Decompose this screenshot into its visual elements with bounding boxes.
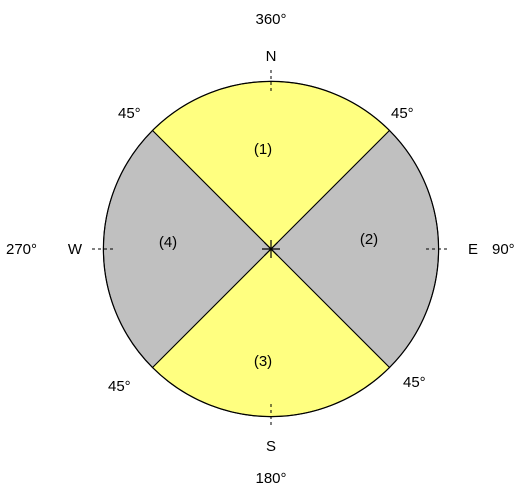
compass-letter-east: E <box>468 241 478 258</box>
center-asterisk-icon <box>262 240 280 258</box>
compass-letter-south: S <box>266 438 276 455</box>
sector-label-west: (4) <box>159 234 177 251</box>
degree-label-south: 180° <box>255 470 286 487</box>
degree-label-north-west: 45° <box>118 105 141 122</box>
sector-label-south: (3) <box>254 353 272 370</box>
sector-label-east: (2) <box>360 231 378 248</box>
compass-letter-west: W <box>68 241 83 258</box>
degree-label-north-east: 45° <box>391 105 414 122</box>
compass-letter-north: N <box>266 48 277 65</box>
degree-label-north: 360° <box>255 11 286 28</box>
sector-label-north: (1) <box>254 141 272 158</box>
degree-label-west: 270° <box>6 241 37 258</box>
degree-label-east: 90° <box>492 241 515 258</box>
degree-label-south-west: 45° <box>108 378 131 395</box>
degree-label-south-east: 45° <box>403 374 426 391</box>
